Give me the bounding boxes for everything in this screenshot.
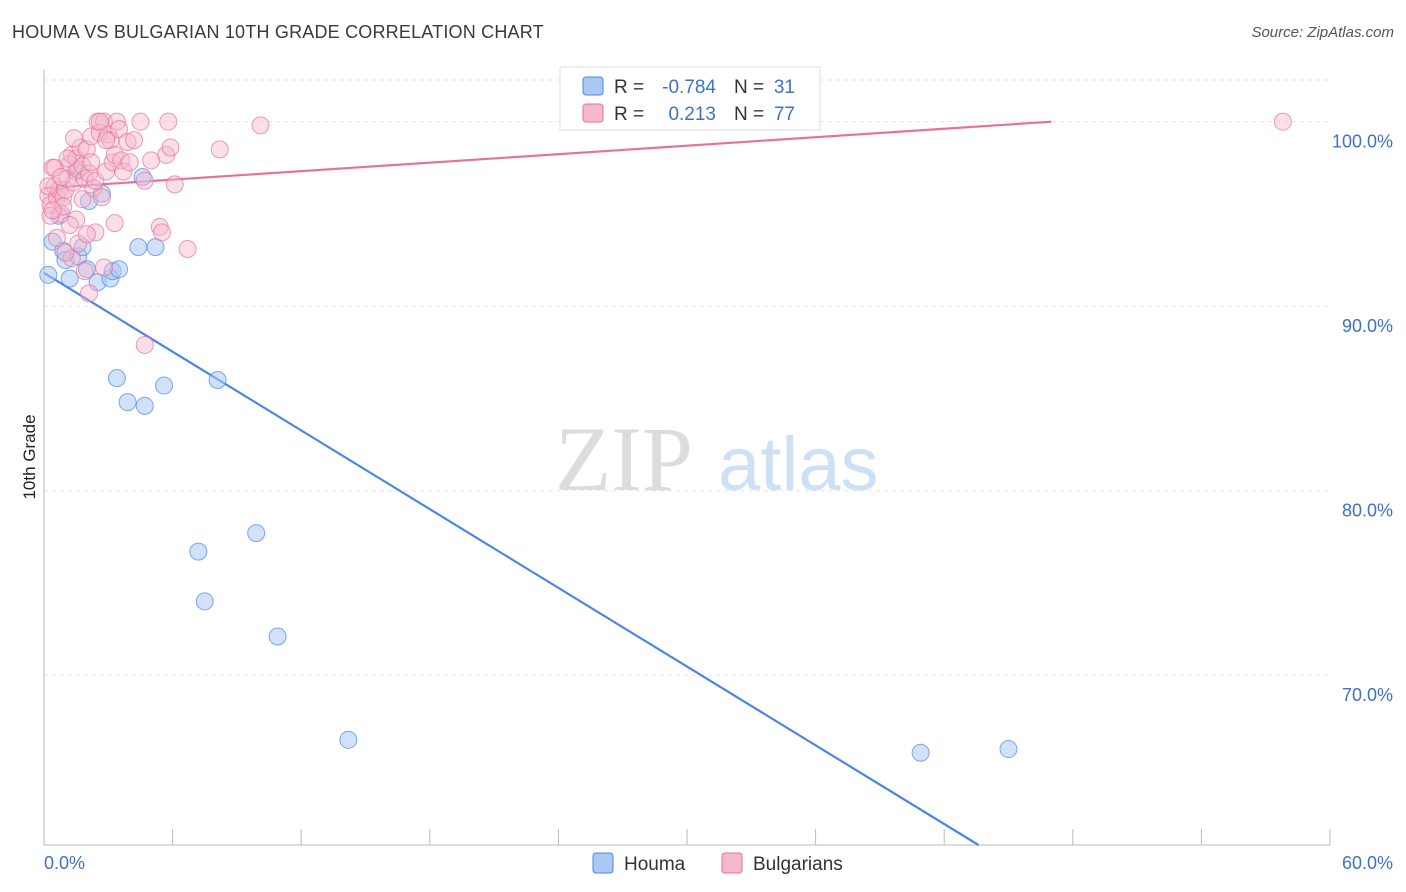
point-bulgarians [251,116,270,135]
x-tick-max: 60.0% [1342,853,1393,873]
point-houma [189,542,208,561]
point-houma [155,376,174,395]
point-houma [208,371,227,389]
legend-r-value-bulgarians: 0.213 [668,104,716,125]
point-bulgarians [54,188,73,207]
series-swatch-houma [592,852,614,874]
point-bulgarians [39,177,58,196]
legend-n-value-houma: 31 [774,77,795,98]
point-bulgarians [90,112,109,131]
legend-r-label-bulgarians: R = [614,104,644,125]
point-houma [195,592,214,611]
y-axis-label: 10th Grade [20,414,39,499]
point-bulgarians [97,131,116,150]
point-bulgarians [75,262,94,281]
point-houma [107,369,126,388]
point-houma [60,269,79,288]
gridlines [44,79,1330,676]
point-bulgarians [1273,112,1292,131]
point-bulgarians [114,162,133,181]
point-bulgarians [120,153,139,172]
point-bulgarians [43,201,62,220]
point-bulgarians [161,138,180,157]
point-bulgarians [165,175,184,194]
point-bulgarians [125,131,144,150]
stats-legend: R = -0.784 N = 31 R = 0.213 N = 77 [559,66,821,131]
legend-r-label-houma: R = [614,77,644,98]
point-bulgarians [54,197,73,216]
point-bulgarians [110,120,129,139]
legend-n-label-bulgarians: N = [734,104,764,125]
y-tick-labels: 70.0% 80.0% 90.0% 100.0% [1332,132,1393,706]
point-bulgarians [95,258,114,277]
point-houma [339,730,358,749]
point-bulgarians [60,216,79,234]
point-bulgarians [142,151,161,170]
point-bulgarians [45,158,64,177]
point-bulgarians [135,171,154,190]
point-bulgarians [73,190,92,209]
point-houma [268,627,287,646]
series-swatch-bulgarians [721,852,743,874]
point-bulgarians [131,112,150,131]
point-houma [118,393,137,412]
legend-swatch-houma [582,76,604,96]
watermark-zip: ZIP [555,408,693,510]
point-bulgarians [82,153,101,172]
point-bulgarians [105,214,124,233]
chart-title: HOUMA VS BULGARIAN 10TH GRADE CORRELATIO… [12,22,544,42]
watermark-atlas: atlas [718,422,879,507]
point-bulgarians [92,188,111,207]
point-bulgarians [58,149,77,168]
point-bulgarians [52,168,71,187]
point-bulgarians [135,335,154,354]
y-tick-label: 100.0% [1332,132,1393,152]
point-houma [135,396,154,415]
data-points [39,112,1292,762]
series-label-bulgarians: Bulgarians [753,854,843,875]
point-bulgarians [77,225,96,244]
y-tick-label: 90.0% [1342,316,1393,336]
series-label-houma: Houma [624,854,686,875]
point-bulgarians [80,284,99,303]
point-houma [911,743,930,762]
trend-line-houma [43,272,980,846]
point-bulgarians [56,243,75,262]
point-bulgarians [65,129,84,148]
point-bulgarians [210,140,229,159]
point-houma [110,260,129,279]
y-tick-label: 70.0% [1342,685,1393,705]
point-houma [247,524,266,543]
legend-n-value-bulgarians: 77 [774,104,795,125]
point-bulgarians [118,132,137,151]
point-houma [129,238,148,257]
trend-line-bulgarians [43,120,1052,190]
point-bulgarians [178,239,197,258]
legend-n-label-houma: N = [734,77,764,98]
trend-lines [43,120,1052,846]
point-houma [39,265,58,284]
legend-swatch-bulgarians [582,103,604,123]
legend-r-value-houma: -0.784 [662,77,716,98]
point-bulgarians [159,112,178,131]
source-label: Source: ZipAtlas.com [1251,24,1394,41]
point-houma [999,740,1018,759]
y-tick-label: 80.0% [1342,501,1393,521]
point-bulgarians [152,223,171,242]
point-bulgarians [47,228,66,247]
series-legend: Houma Bulgarians [592,852,843,875]
point-bulgarians [71,138,90,157]
x-tick-min: 0.0% [44,853,85,873]
